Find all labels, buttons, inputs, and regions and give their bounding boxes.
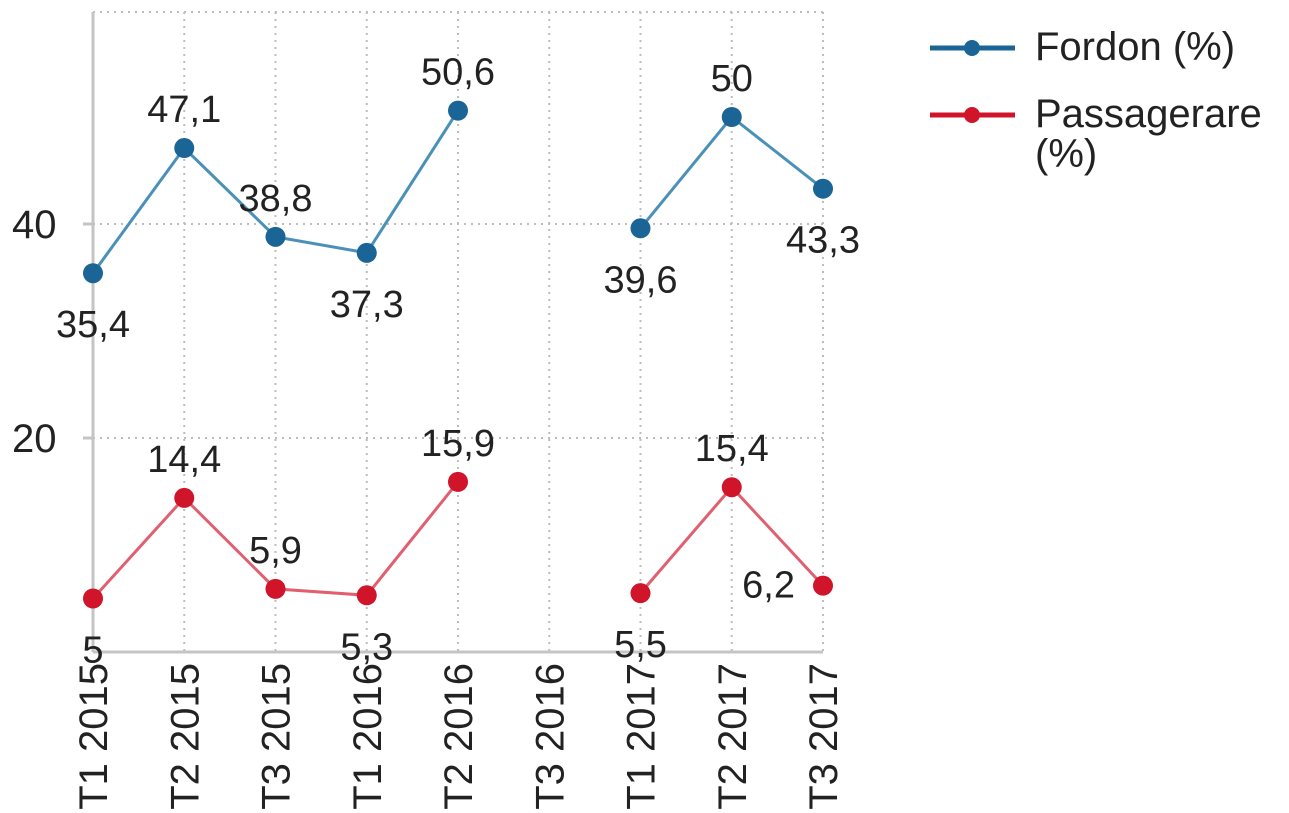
series-fordon: 35,4 47,1 38,8 37,3 50,6 39,6 50 43,3 bbox=[56, 52, 860, 347]
data-label: 5,5 bbox=[614, 624, 667, 666]
data-point bbox=[721, 107, 742, 127]
series-passagerare: 5 14,4 5,9 5,3 15,9 5,5 15,4 6,2 bbox=[82, 423, 833, 672]
legend-marker-swatch bbox=[964, 40, 980, 56]
data-label: 43,3 bbox=[786, 220, 860, 262]
data-label: 14,4 bbox=[147, 439, 221, 481]
legend-label: Passagerare (%) bbox=[1035, 92, 1262, 176]
x-tick-label: T3 2015 bbox=[255, 663, 299, 810]
axes bbox=[83, 12, 823, 654]
x-tick-label: T2 2015 bbox=[163, 663, 207, 810]
x-tick-label: T3 2017 bbox=[802, 663, 846, 810]
legend-item-fordon: Fordon (%) bbox=[930, 25, 1235, 69]
data-label: 5,9 bbox=[249, 530, 302, 572]
data-point bbox=[83, 588, 103, 609]
data-point bbox=[174, 487, 195, 508]
data-label: 39,6 bbox=[604, 259, 678, 301]
y-tick-label: 20 bbox=[12, 417, 57, 461]
data-label: 35,4 bbox=[56, 304, 130, 346]
legend-item-passagerare: Passagerare (%) bbox=[930, 92, 1262, 176]
series-line bbox=[639, 114, 824, 230]
x-tick-label: T1 2016 bbox=[346, 663, 390, 810]
data-label: 50,6 bbox=[421, 52, 495, 94]
legend-marker-swatch bbox=[964, 107, 980, 123]
data-point bbox=[630, 218, 651, 239]
data-label: 38,8 bbox=[239, 178, 313, 220]
legend: Fordon (%) Passagerare (%) bbox=[930, 25, 1262, 176]
data-point bbox=[356, 242, 377, 263]
data-point bbox=[265, 578, 286, 599]
x-tick-labels: T1 2015 T2 2015 T3 2015 T1 2016 T2 2016 T3 20… bbox=[72, 663, 846, 810]
data-label: 50 bbox=[711, 58, 753, 100]
x-tick-label: T1 2017 bbox=[620, 663, 664, 810]
grid bbox=[92, 11, 824, 652]
data-label: 15,9 bbox=[421, 423, 495, 465]
data-point bbox=[265, 226, 286, 247]
data-label: 15,4 bbox=[695, 428, 769, 470]
data-point bbox=[448, 471, 468, 492]
data-label: 5 bbox=[82, 630, 103, 672]
series-layer: 35,4 47,1 38,8 37,3 50,6 39,6 50 43,3 5 14,4 5,9 5,… bbox=[56, 52, 860, 672]
data-point bbox=[356, 585, 377, 606]
data-point bbox=[630, 583, 651, 604]
x-tick-label: T3 2016 bbox=[528, 663, 572, 810]
data-point bbox=[174, 138, 195, 159]
data-label: 47,1 bbox=[147, 89, 221, 131]
legend-label: Fordon (%) bbox=[1035, 25, 1235, 69]
data-point bbox=[813, 575, 833, 596]
data-label: 37,3 bbox=[330, 284, 404, 326]
data-point bbox=[721, 477, 742, 498]
x-tick-label: T2 2017 bbox=[711, 663, 755, 810]
data-point bbox=[83, 263, 103, 284]
data-point bbox=[448, 100, 468, 121]
data-label: 6,2 bbox=[742, 565, 795, 607]
y-tick-label: 40 bbox=[12, 203, 57, 247]
x-tick-label: T2 2016 bbox=[437, 663, 481, 810]
data-label: 5,3 bbox=[340, 626, 393, 668]
data-point bbox=[813, 178, 833, 199]
x-tick-label: T1 2015 bbox=[72, 663, 116, 810]
